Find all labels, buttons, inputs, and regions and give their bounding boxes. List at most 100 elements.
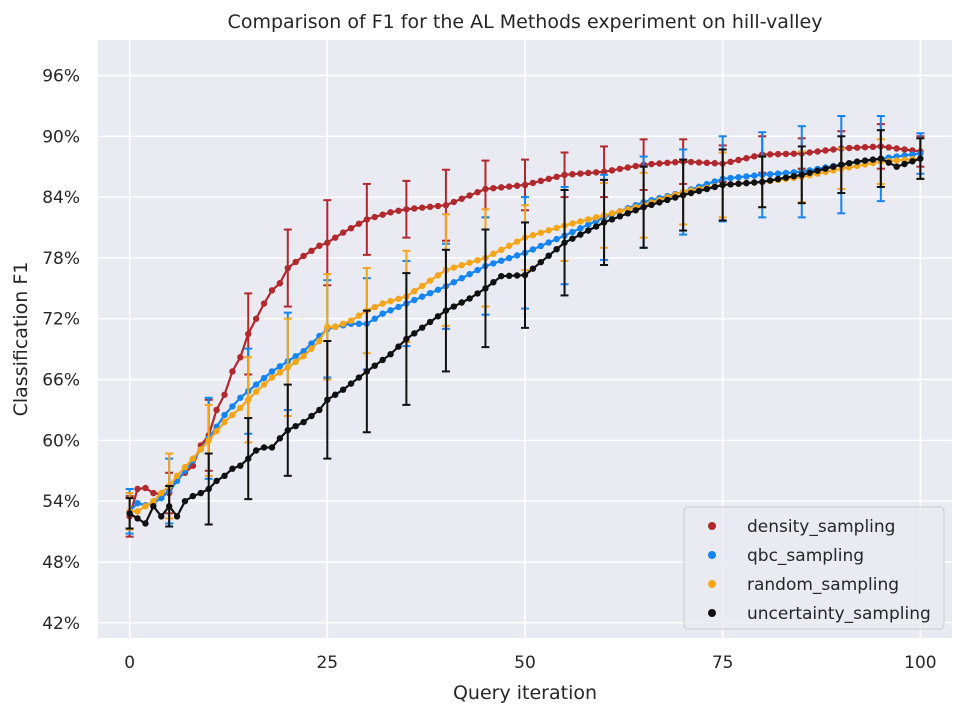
data-point (268, 287, 276, 294)
data-point (624, 210, 631, 217)
data-point (371, 315, 378, 322)
data-point (537, 229, 545, 236)
data-point (537, 258, 545, 266)
data-point (687, 189, 695, 197)
data-point (134, 485, 141, 493)
data-point (292, 258, 299, 266)
data-point (276, 369, 284, 376)
data-point (466, 295, 473, 302)
data-point (592, 223, 600, 230)
data-point (600, 219, 608, 226)
data-point (466, 270, 473, 278)
data-point (806, 169, 813, 176)
data-point (324, 323, 331, 331)
data-point (426, 289, 434, 297)
data-point (260, 381, 268, 388)
data-point (419, 293, 426, 300)
data-point (419, 282, 426, 290)
data-point (292, 422, 299, 430)
data-point (434, 313, 442, 320)
data-point (490, 279, 497, 286)
data-point (387, 351, 394, 358)
data-point (458, 299, 465, 306)
data-point (853, 144, 861, 151)
y-tick-label: 54% (42, 492, 80, 512)
data-point (869, 143, 877, 151)
data-point (347, 224, 355, 232)
data-point (189, 492, 197, 500)
data-point (561, 171, 568, 179)
x-tick-label: 100 (904, 653, 936, 673)
data-point (173, 472, 181, 480)
x-axis-label: Query iteration (453, 682, 597, 704)
data-point (569, 170, 576, 178)
data-point (474, 257, 481, 264)
data-point (474, 290, 481, 297)
data-point (300, 252, 307, 260)
data-point (458, 262, 465, 269)
data-point (806, 149, 813, 156)
data-point (585, 216, 592, 223)
data-point (703, 159, 711, 167)
data-point (893, 157, 900, 164)
y-tick-label: 90% (42, 127, 80, 147)
data-point (553, 235, 560, 243)
data-point (656, 160, 663, 167)
data-point (316, 406, 323, 414)
data-point (387, 209, 394, 216)
data-point (490, 250, 497, 258)
data-point (585, 221, 592, 228)
data-point (577, 225, 584, 232)
data-point (371, 303, 378, 311)
data-point (387, 297, 394, 305)
data-point (529, 246, 537, 253)
data-point (450, 303, 458, 310)
data-point (537, 177, 545, 185)
data-point (679, 191, 687, 199)
data-point (252, 388, 260, 395)
data-point (592, 169, 600, 176)
legend-marker (708, 580, 716, 588)
data-point (316, 337, 323, 345)
data-point (901, 146, 908, 153)
data-point (672, 159, 679, 166)
data-point (743, 154, 750, 162)
x-tick-label: 0 (124, 653, 135, 673)
data-point (387, 307, 394, 314)
series-uncertainty_sampling (125, 129, 925, 530)
data-point (450, 279, 458, 286)
data-point (782, 169, 790, 177)
data-point (909, 158, 916, 165)
data-point (830, 163, 837, 170)
legend-marker (708, 609, 716, 617)
data-point (411, 287, 418, 295)
data-point (814, 148, 821, 155)
data-point (822, 165, 829, 172)
data-point (505, 254, 513, 262)
data-point (355, 220, 363, 227)
data-point (142, 484, 149, 492)
data-point (442, 307, 450, 314)
data-point (284, 427, 291, 434)
data-point (474, 189, 481, 196)
data-point (347, 380, 355, 387)
data-point (608, 216, 616, 223)
data-point (798, 171, 805, 179)
data-point (513, 238, 521, 245)
data-point (553, 245, 560, 253)
data-point (450, 198, 458, 206)
legend-label: qbc_sampling (747, 546, 864, 566)
y-tick-label: 96% (42, 66, 80, 86)
data-point (260, 444, 268, 451)
data-point (150, 489, 157, 497)
data-point (466, 259, 473, 266)
data-point (766, 177, 774, 184)
data-point (521, 271, 529, 279)
data-point (308, 340, 315, 347)
data-point (434, 286, 442, 293)
data-point (300, 418, 307, 426)
data-point (545, 252, 552, 259)
data-point (766, 151, 774, 158)
data-point (332, 234, 339, 241)
data-point (513, 252, 521, 259)
